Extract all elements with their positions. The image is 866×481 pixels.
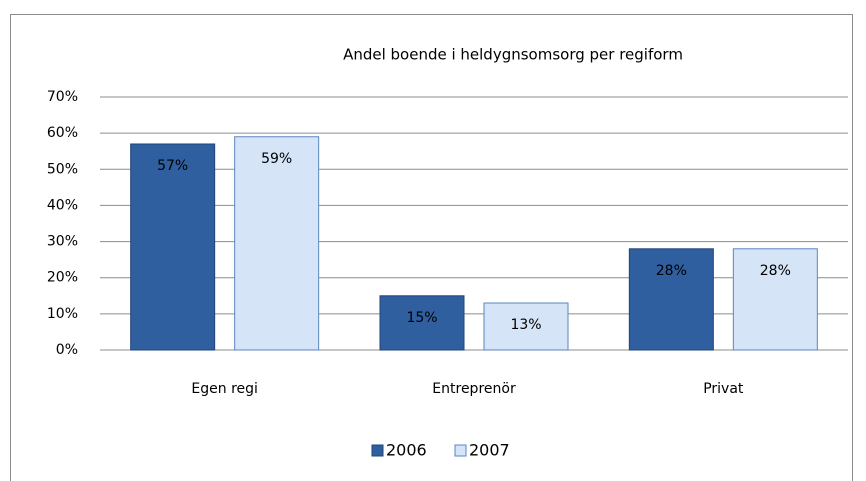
- x-tick-label: Privat: [703, 381, 744, 397]
- legend-label: 2006: [386, 441, 427, 460]
- x-tick-label: Egen regi: [191, 381, 258, 397]
- bar: [130, 143, 216, 351]
- data-label: 59%: [261, 151, 292, 167]
- y-tick-label: 70%: [47, 89, 78, 105]
- y-tick-label: 30%: [47, 234, 78, 250]
- data-label: 28%: [656, 263, 687, 279]
- y-tick-label: 60%: [47, 125, 78, 141]
- chart-title: Andel boende i heldygnsomsorg per regifo…: [343, 46, 683, 64]
- data-label: 57%: [157, 158, 188, 174]
- bar: [732, 248, 818, 351]
- data-label: 15%: [406, 310, 437, 326]
- y-tick-label: 0%: [56, 342, 78, 358]
- bar: [379, 295, 465, 351]
- x-tick-label: Entreprenör: [432, 381, 516, 397]
- y-tick-label: 40%: [47, 197, 78, 213]
- y-tick-label: 10%: [47, 306, 78, 322]
- y-tick-label: 50%: [47, 161, 78, 177]
- y-tick-label: 20%: [47, 270, 78, 286]
- legend-label: 2007: [469, 441, 510, 460]
- bar: [234, 136, 320, 351]
- legend-swatch: [371, 444, 384, 457]
- bar: [628, 248, 714, 351]
- data-label: 28%: [760, 263, 791, 279]
- bar: [483, 302, 569, 351]
- legend-swatch: [454, 444, 467, 457]
- data-label: 13%: [510, 317, 541, 333]
